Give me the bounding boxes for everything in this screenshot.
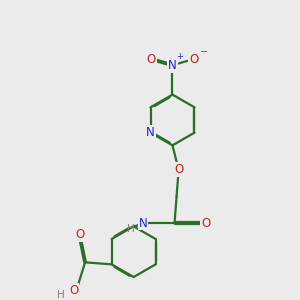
Text: N: N <box>168 59 177 72</box>
Text: O: O <box>76 228 85 241</box>
Text: H: H <box>57 290 64 300</box>
Text: O: O <box>174 164 183 176</box>
Text: +: + <box>176 52 183 61</box>
Text: O: O <box>201 217 211 230</box>
Text: O: O <box>147 52 156 66</box>
Text: N: N <box>146 126 155 139</box>
Text: N: N <box>139 217 147 230</box>
Text: H: H <box>127 224 135 234</box>
Text: O: O <box>69 284 78 297</box>
Text: −: − <box>200 47 208 57</box>
Text: O: O <box>189 52 198 66</box>
